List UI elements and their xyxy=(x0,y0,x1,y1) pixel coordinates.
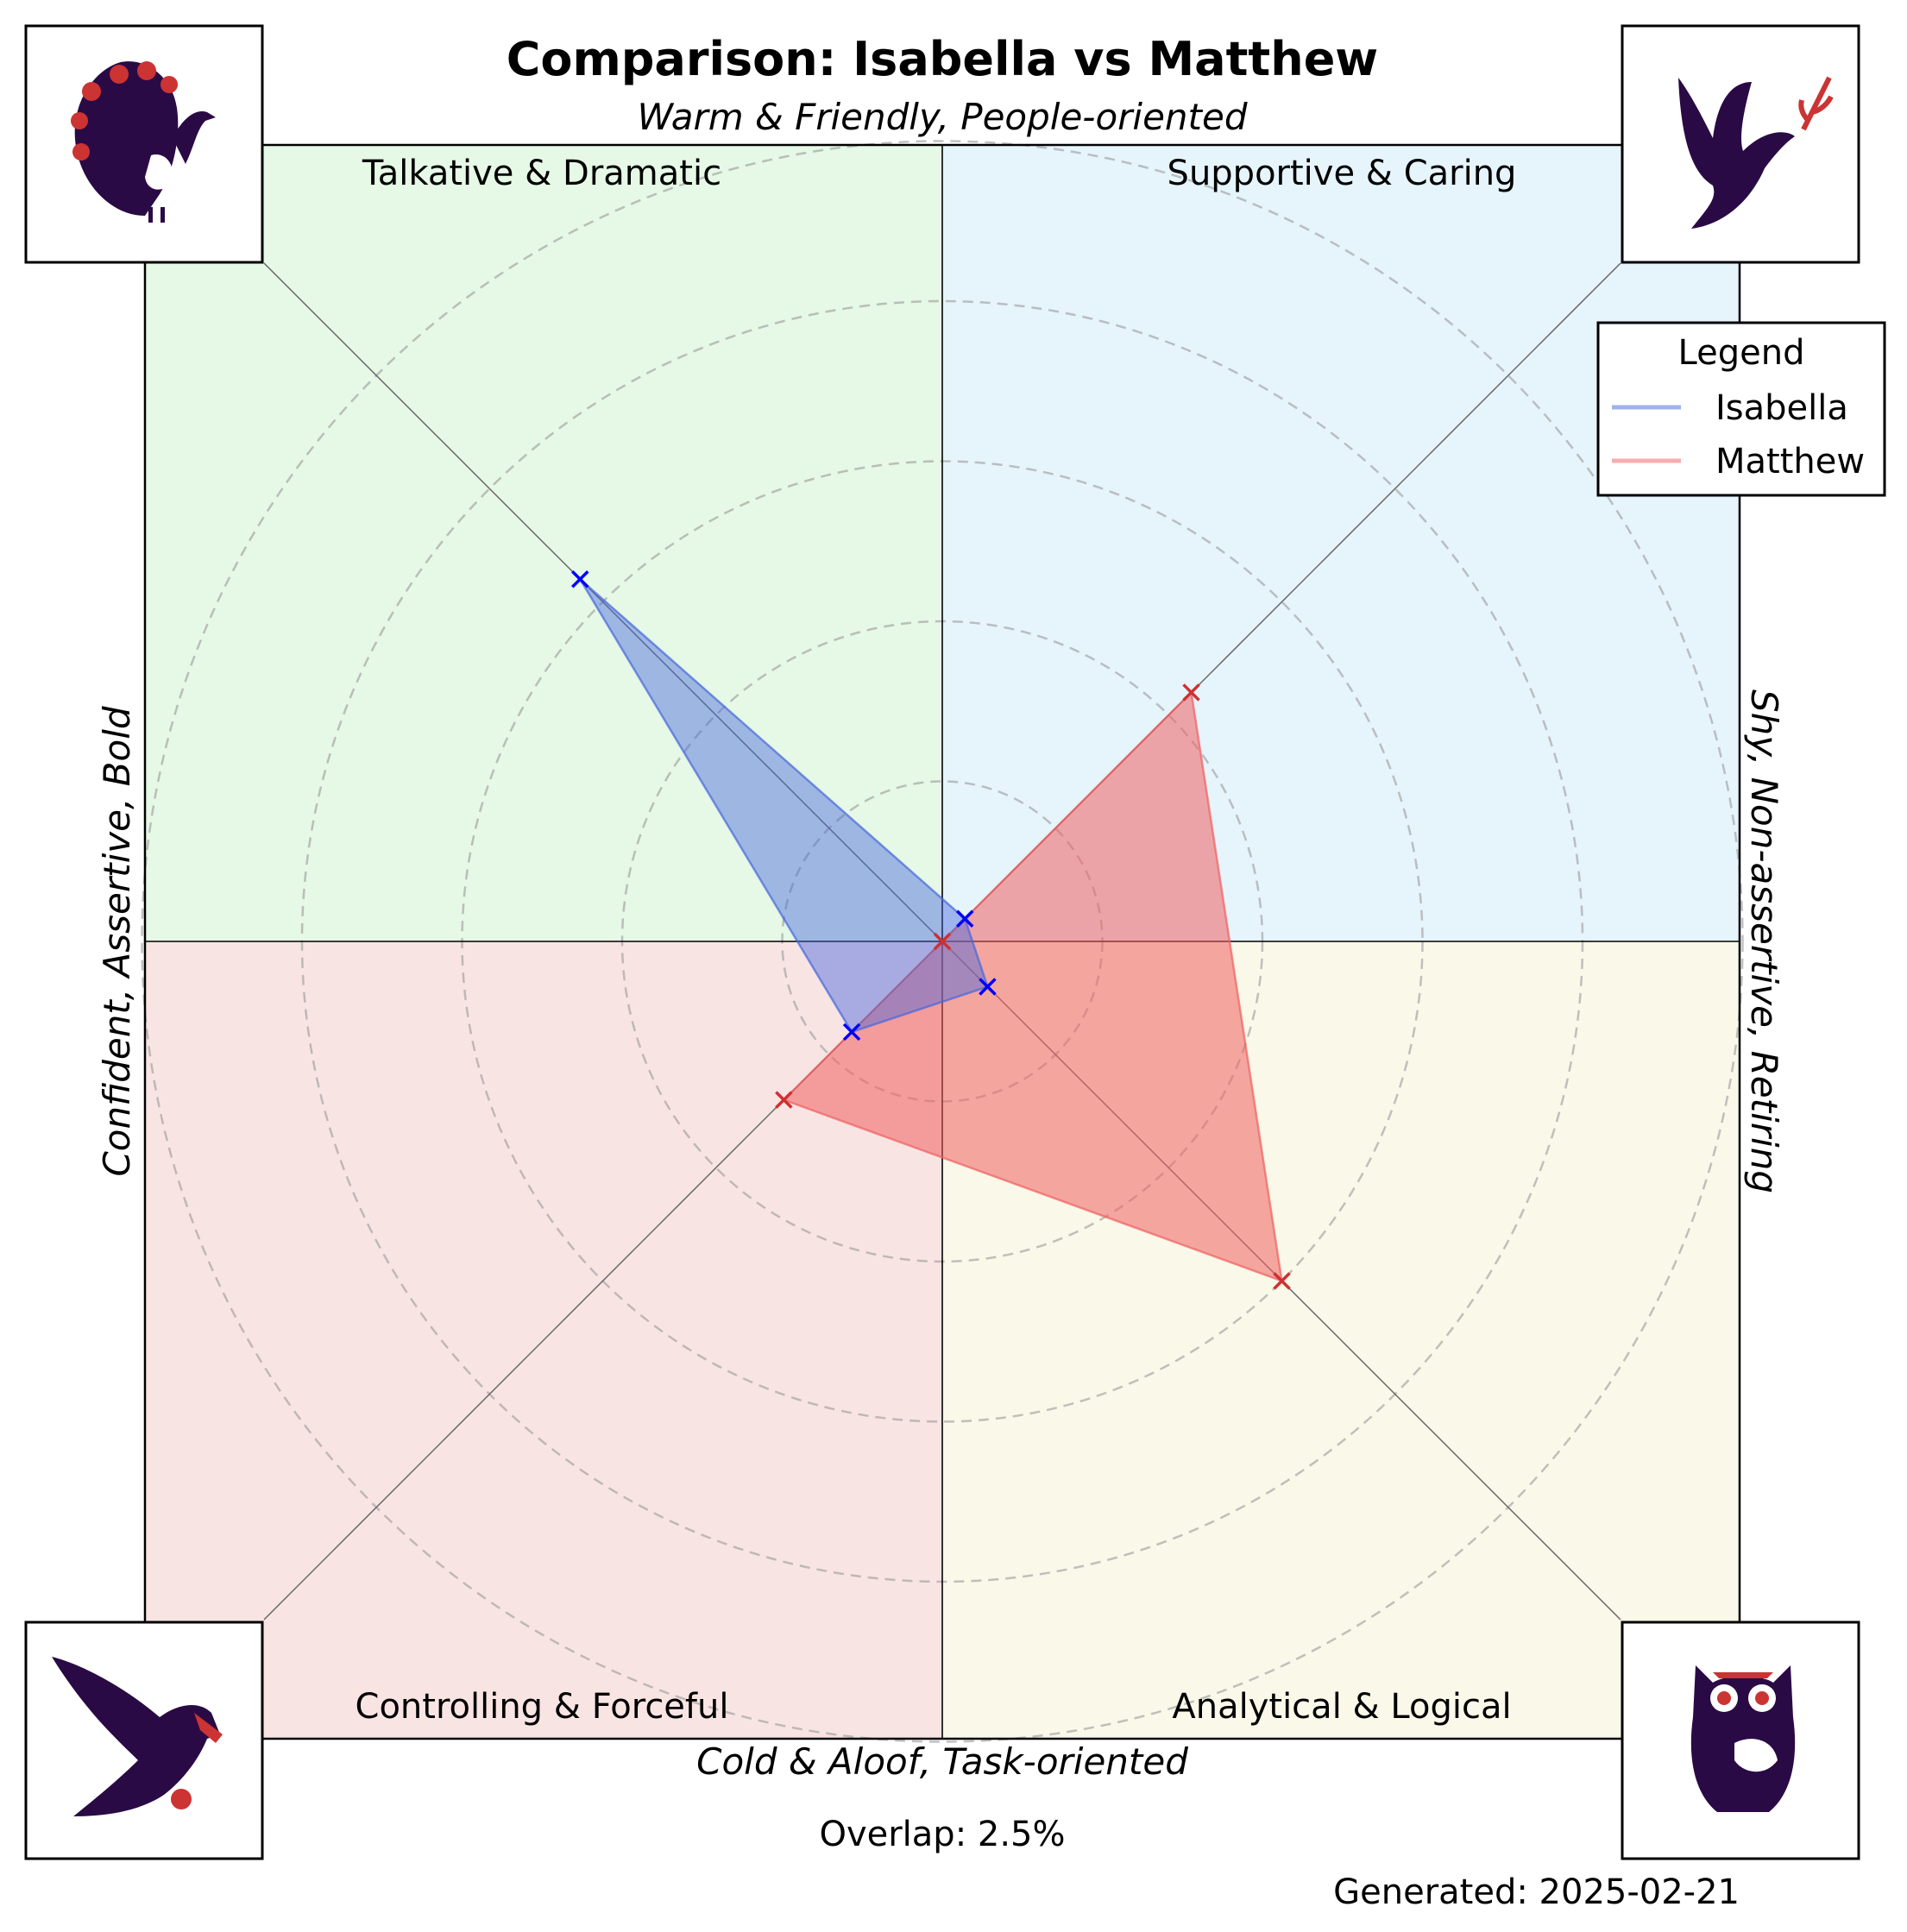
marker-isabella-2 xyxy=(842,1023,861,1042)
chart-title: Comparison: Isabella vs Matthew xyxy=(507,32,1378,86)
legend-title: Legend xyxy=(1678,333,1805,373)
marker-matthew-2 xyxy=(775,1091,793,1109)
owl-icon-box xyxy=(1621,1620,1860,1860)
owl-icon xyxy=(1690,1665,1796,1812)
marker-matthew-3 xyxy=(1273,1272,1291,1290)
peacock-icon xyxy=(71,61,216,223)
eagle-icon-box xyxy=(24,1620,264,1860)
dove-icon-box xyxy=(1621,24,1860,264)
generated-date: Generated: 2025-02-21 xyxy=(1333,1872,1740,1912)
quadrant-label-supportive: Supportive & Caring xyxy=(1167,154,1517,193)
peacock-icon-box xyxy=(24,24,264,264)
axis-label-right: Shy, Non-assertive, Retiring xyxy=(1743,689,1785,1193)
marker-isabella-1 xyxy=(571,570,589,588)
dove-icon xyxy=(1678,76,1834,229)
legend-label-isabella: Isabella xyxy=(1715,388,1848,428)
spoke-top-left xyxy=(263,262,943,942)
marker-isabella-0 xyxy=(955,909,974,928)
marker-matthew-1 xyxy=(933,932,952,951)
legend: Legend Isabella Matthew xyxy=(1596,321,1886,497)
overlap-text: Overlap: 2.5% xyxy=(819,1815,1065,1854)
legend-label-matthew: Matthew xyxy=(1715,442,1865,481)
marker-matthew-0 xyxy=(1182,683,1200,702)
quadrant-label-analytical: Analytical & Logical xyxy=(1172,1687,1511,1727)
marker-isabella-3 xyxy=(979,978,997,996)
plot-frame xyxy=(143,143,1741,1740)
series-layer xyxy=(571,570,1291,1290)
quadrant-label-talkative: Talkative & Dramatic xyxy=(362,154,721,193)
axis-label-top: Warm & Friendly, People-oriented xyxy=(637,96,1247,138)
grid-ring xyxy=(141,140,1744,1743)
quadrant-label-controlling: Controlling & Forceful xyxy=(356,1687,729,1727)
axis-label-left: Confident, Assertive, Bold xyxy=(96,706,138,1176)
axis-label-bottom: Cold & Aloof, Task-oriented xyxy=(696,1740,1188,1783)
eagle-icon xyxy=(52,1657,223,1816)
